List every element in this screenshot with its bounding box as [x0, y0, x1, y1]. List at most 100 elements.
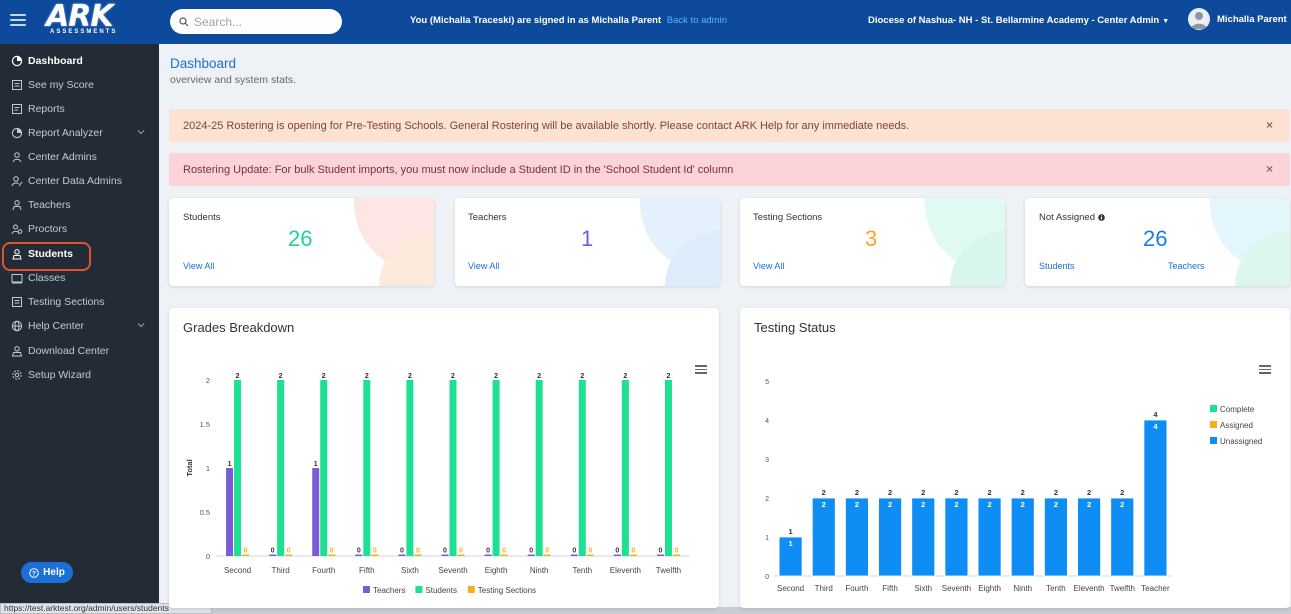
bar-teachers[interactable]	[441, 554, 449, 557]
bar-teachers[interactable]	[398, 554, 406, 557]
bar-teachers[interactable]	[355, 554, 363, 557]
bar-testing-sections[interactable]	[328, 554, 336, 557]
bar-teachers[interactable]	[527, 554, 535, 557]
bar-students[interactable]	[406, 380, 414, 556]
bar-students[interactable]	[578, 380, 586, 556]
bar-unassigned[interactable]	[1044, 497, 1068, 577]
ark-logo[interactable]: ARK ASSESSMENTS	[46, 0, 132, 39]
bar-teachers[interactable]	[613, 554, 621, 557]
sidebar-item-center-admins[interactable]: Center Admins	[0, 146, 159, 168]
bar-testing-sections[interactable]	[242, 554, 250, 557]
back-to-admin-link[interactable]: Back to admin	[666, 15, 727, 26]
x-tick-label: Sixth	[401, 566, 419, 575]
sidebar-item-proctors[interactable]: Proctors	[0, 218, 159, 240]
sidebar-item-testing-sections[interactable]: Testing Sections	[0, 291, 159, 313]
info-icon[interactable]	[1098, 214, 1105, 221]
x-tick-label: Seventh	[438, 566, 467, 575]
legend-label[interactable]: Complete	[1220, 405, 1255, 414]
legend-label[interactable]: Unassigned	[1220, 437, 1262, 446]
total-label: 2	[822, 488, 826, 497]
bar-unassigned[interactable]	[1110, 497, 1135, 577]
bar-unassigned[interactable]	[778, 536, 803, 577]
view-all-teachers-link[interactable]: View All	[468, 261, 500, 271]
sidebar-item-dashboard[interactable]: Dashboard	[0, 50, 159, 72]
bar-unassigned[interactable]	[911, 497, 936, 577]
horizontal-scrollbar[interactable]	[212, 607, 1291, 614]
bar-testing-sections[interactable]	[414, 554, 422, 557]
legend-swatch[interactable]	[1210, 405, 1217, 412]
bar-teachers[interactable]	[269, 554, 277, 557]
bar-unassigned[interactable]	[811, 497, 836, 577]
sidebar-item-see-my-score[interactable]: See my Score	[0, 74, 159, 96]
not-assigned-students-link[interactable]: Students	[1039, 261, 1075, 271]
bar-teachers[interactable]	[226, 468, 234, 556]
sidebar-item-teachers[interactable]: Teachers	[0, 194, 159, 216]
bar-testing-sections[interactable]	[457, 554, 465, 557]
sidebar-item-label: Download Center	[28, 345, 110, 357]
sidebar-item-help-center[interactable]: Help Center	[0, 315, 159, 337]
legend-swatch[interactable]	[1210, 437, 1217, 444]
legend-label[interactable]: Students	[425, 586, 457, 595]
bar-students[interactable]	[363, 380, 371, 556]
sidebar-item-classes[interactable]: Classes	[0, 267, 159, 289]
legend-swatch[interactable]	[415, 586, 423, 593]
bar-testing-sections[interactable]	[672, 554, 680, 557]
legend-swatch[interactable]	[363, 586, 370, 593]
bar-students[interactable]	[234, 380, 242, 556]
sidebar-item-center-data-admins[interactable]: Center Data Admins	[0, 170, 159, 192]
bar-students[interactable]	[664, 380, 672, 556]
legend-swatch[interactable]	[1210, 421, 1217, 428]
search-icon	[179, 16, 189, 26]
user-name[interactable]: Michalla Parent	[1217, 14, 1287, 25]
bar-testing-sections[interactable]	[371, 554, 379, 557]
bar-testing-sections[interactable]	[285, 554, 293, 557]
bar-unassigned[interactable]	[944, 497, 969, 577]
bar-testing-sections[interactable]	[629, 554, 637, 557]
bar-students[interactable]	[277, 380, 285, 556]
sidebar-item-students[interactable]: Students	[0, 243, 159, 265]
legend-swatch[interactable]	[467, 586, 475, 593]
org-selector[interactable]: Diocese of Nashua- NH - St. Bellarmine A…	[868, 15, 1169, 26]
sidebar-item-download-center[interactable]: Download Center	[0, 340, 159, 362]
bar-unassigned[interactable]	[1010, 497, 1035, 577]
bar-teachers[interactable]	[656, 554, 664, 557]
bar-teachers[interactable]	[570, 554, 578, 557]
x-tick-label: Tenth	[572, 566, 592, 575]
bar-students[interactable]	[449, 380, 457, 556]
legend-label[interactable]: Teachers	[373, 586, 405, 595]
legend-label[interactable]: Assigned	[1220, 421, 1253, 430]
close-icon[interactable]: ×	[1266, 118, 1274, 132]
view-all-students-link[interactable]: View All	[183, 261, 215, 271]
logo-text: ARK	[46, 0, 114, 34]
bar-unassigned[interactable]	[1143, 419, 1168, 577]
bar-unassigned[interactable]	[845, 497, 869, 577]
close-icon[interactable]: ×	[1266, 162, 1274, 176]
chart-menu-icon[interactable]	[1259, 365, 1271, 374]
total-label: 2	[954, 488, 958, 497]
bar-unassigned[interactable]	[1077, 497, 1101, 577]
bar-testing-sections[interactable]	[586, 554, 594, 557]
bar-students[interactable]	[320, 380, 328, 556]
bar-unassigned[interactable]	[977, 497, 1002, 577]
view-all-sections-link[interactable]: View All	[753, 261, 785, 271]
search-input[interactable]	[194, 14, 334, 29]
bar-unassigned[interactable]	[878, 497, 902, 577]
sidebar-item-setup-wizard[interactable]: Setup Wizard	[0, 364, 159, 386]
bar-testing-sections[interactable]	[500, 554, 508, 557]
sidebar-item-reports[interactable]: Reports	[0, 98, 159, 120]
legend-label[interactable]: Testing Sections	[478, 586, 536, 595]
sidebar-item-report-analyzer[interactable]: Report Analyzer	[0, 122, 159, 144]
chart-menu-icon[interactable]	[695, 365, 707, 374]
score-icon	[12, 80, 22, 90]
bar-students[interactable]	[535, 380, 543, 556]
bar-students[interactable]	[621, 380, 629, 556]
menu-toggle-icon[interactable]	[10, 14, 26, 26]
bar-testing-sections[interactable]	[543, 554, 551, 557]
help-button[interactable]: ? Help	[21, 562, 73, 583]
search-box[interactable]	[170, 9, 342, 34]
bar-teachers[interactable]	[312, 468, 320, 556]
avatar[interactable]	[1188, 8, 1210, 30]
bar-students[interactable]	[492, 380, 500, 556]
bar-teachers[interactable]	[484, 554, 492, 557]
not-assigned-teachers-link[interactable]: Teachers	[1168, 261, 1205, 271]
